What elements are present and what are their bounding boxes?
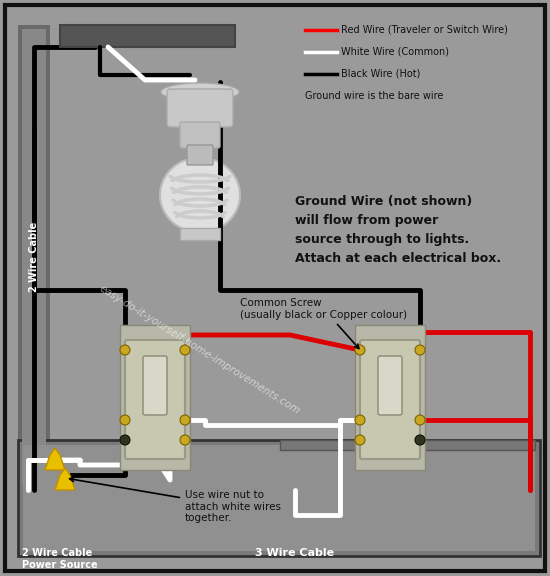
- Ellipse shape: [160, 157, 240, 233]
- Bar: [120, 325, 190, 470]
- Text: White Wire (Common): White Wire (Common): [341, 47, 449, 57]
- FancyBboxPatch shape: [167, 89, 233, 127]
- FancyBboxPatch shape: [187, 145, 213, 165]
- FancyBboxPatch shape: [143, 356, 167, 415]
- Text: 2 Wire Cable: 2 Wire Cable: [29, 222, 39, 292]
- Bar: [18, 440, 540, 556]
- Circle shape: [120, 415, 130, 425]
- Bar: [180, 228, 220, 240]
- Bar: [60, 25, 235, 47]
- Circle shape: [415, 345, 425, 355]
- Bar: [22, 29, 46, 486]
- Text: easy-do-it-yourself-home-improvements.com: easy-do-it-yourself-home-improvements.co…: [98, 283, 302, 416]
- Bar: [280, 440, 535, 450]
- FancyBboxPatch shape: [125, 340, 185, 459]
- Polygon shape: [45, 448, 65, 470]
- Text: Use wire nut to
attach white wires
together.: Use wire nut to attach white wires toget…: [69, 478, 281, 523]
- Circle shape: [180, 415, 190, 425]
- Circle shape: [180, 345, 190, 355]
- Circle shape: [415, 435, 425, 445]
- Bar: [23, 445, 535, 551]
- Bar: [355, 325, 425, 470]
- Circle shape: [180, 435, 190, 445]
- Circle shape: [120, 345, 130, 355]
- FancyBboxPatch shape: [360, 340, 420, 459]
- Circle shape: [355, 435, 365, 445]
- Polygon shape: [55, 468, 75, 490]
- Bar: [18, 25, 50, 490]
- Text: 3 Wire Cable: 3 Wire Cable: [255, 548, 334, 558]
- FancyBboxPatch shape: [180, 122, 220, 148]
- Text: Red Wire (Traveler or Switch Wire): Red Wire (Traveler or Switch Wire): [341, 25, 508, 35]
- Circle shape: [355, 415, 365, 425]
- Circle shape: [355, 345, 365, 355]
- Ellipse shape: [161, 83, 239, 101]
- Circle shape: [120, 435, 130, 445]
- Text: Common Screw
(usually black or Copper colour): Common Screw (usually black or Copper co…: [240, 298, 407, 348]
- Text: Ground wire is the bare wire: Ground wire is the bare wire: [305, 91, 443, 101]
- Text: 2 Wire Cable
Power Source: 2 Wire Cable Power Source: [22, 548, 98, 570]
- FancyBboxPatch shape: [378, 356, 402, 415]
- Text: Ground Wire (not shown)
will flow from power
source through to lights.
Attach at: Ground Wire (not shown) will flow from p…: [295, 195, 501, 265]
- Circle shape: [415, 415, 425, 425]
- Text: Black Wire (Hot): Black Wire (Hot): [341, 69, 420, 79]
